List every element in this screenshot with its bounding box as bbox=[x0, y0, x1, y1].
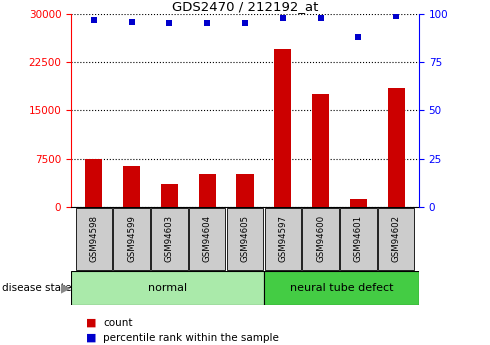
FancyBboxPatch shape bbox=[75, 208, 112, 269]
Text: disease state: disease state bbox=[2, 283, 72, 293]
FancyBboxPatch shape bbox=[302, 208, 339, 269]
Bar bbox=[312, 94, 329, 207]
Point bbox=[317, 15, 324, 20]
Text: GSM94599: GSM94599 bbox=[127, 216, 136, 262]
FancyBboxPatch shape bbox=[189, 208, 225, 269]
Point bbox=[392, 13, 400, 19]
Point bbox=[90, 17, 98, 22]
Bar bbox=[85, 159, 102, 207]
Bar bbox=[198, 174, 216, 207]
FancyBboxPatch shape bbox=[378, 208, 415, 269]
Text: GSM94601: GSM94601 bbox=[354, 215, 363, 263]
Point bbox=[127, 19, 135, 24]
Text: GSM94603: GSM94603 bbox=[165, 215, 174, 263]
Text: GSM94605: GSM94605 bbox=[241, 215, 249, 263]
Text: neural tube defect: neural tube defect bbox=[290, 283, 393, 293]
Text: percentile rank within the sample: percentile rank within the sample bbox=[103, 333, 279, 343]
Bar bbox=[350, 199, 367, 207]
Point bbox=[166, 21, 173, 26]
Text: GSM94600: GSM94600 bbox=[316, 215, 325, 263]
Point bbox=[279, 15, 287, 20]
FancyBboxPatch shape bbox=[71, 271, 264, 305]
Point bbox=[203, 21, 211, 26]
FancyBboxPatch shape bbox=[113, 208, 150, 269]
FancyBboxPatch shape bbox=[265, 208, 301, 269]
FancyBboxPatch shape bbox=[264, 271, 419, 305]
FancyBboxPatch shape bbox=[227, 208, 263, 269]
FancyBboxPatch shape bbox=[151, 208, 188, 269]
Bar bbox=[161, 184, 178, 207]
Title: GDS2470 / 212192_at: GDS2470 / 212192_at bbox=[172, 0, 318, 13]
Bar bbox=[274, 49, 292, 207]
Text: ■: ■ bbox=[86, 333, 96, 343]
Text: GSM94604: GSM94604 bbox=[203, 215, 212, 263]
Text: ▶: ▶ bbox=[61, 282, 71, 295]
FancyBboxPatch shape bbox=[340, 208, 377, 269]
Text: normal: normal bbox=[148, 283, 187, 293]
Bar bbox=[388, 88, 405, 207]
Point bbox=[355, 34, 363, 40]
Text: GSM94597: GSM94597 bbox=[278, 215, 287, 263]
Text: count: count bbox=[103, 318, 132, 327]
Text: GSM94602: GSM94602 bbox=[392, 215, 401, 263]
Bar bbox=[237, 174, 253, 207]
Point bbox=[241, 21, 249, 26]
Bar bbox=[123, 166, 140, 207]
Text: GSM94598: GSM94598 bbox=[89, 215, 98, 263]
Text: ■: ■ bbox=[86, 318, 96, 327]
